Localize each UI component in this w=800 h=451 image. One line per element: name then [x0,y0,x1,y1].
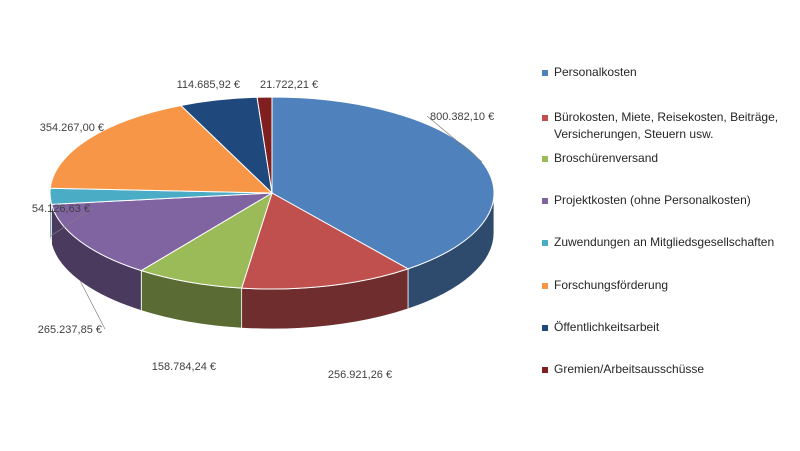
data-label: 114.685,92 € [177,79,240,91]
pie-side-walls [49,192,495,330]
data-label: 800.382,10 € [430,111,494,123]
legend-item-forschungsfoerderung: Forschungsförderung [538,277,800,294]
legend-swatch [542,367,548,373]
data-label: 265.237,85 € [38,324,102,336]
legend-swatch [542,325,548,331]
data-label: 354.267,00 € [40,122,104,134]
legend-item-buerokosten: Bürokosten, Miete, Reisekosten, Beiträge… [538,109,800,143]
pie-slice [256,96,273,194]
legend-label: Gremien/Arbeitsausschüsse [554,362,705,376]
legend-item-projektkosten: Projektkosten (ohne Personalkosten) [538,192,800,209]
data-label: 158.784,24 € [152,361,216,373]
legend-label: Forschungsförderung [554,278,669,292]
legend-swatch [542,240,548,246]
legend-item-oeffentlichkeitsarbeit: Öffentlichkeitsarbeit [538,319,800,336]
pie-slice [240,192,410,290]
legend-label: Zuwendungen an Mitgliedsgesellschaften [554,235,775,249]
legend-label: Broschürenversand [554,151,659,165]
legend-swatch [542,115,548,121]
data-label: 256.921,26 € [328,369,392,381]
pie-slice [49,104,274,194]
legend-swatch [542,70,548,76]
legend-swatch [542,198,548,204]
data-label: 21.722,21 € [260,79,318,91]
legend-item-personalkosten: Personalkosten [538,64,800,81]
leader-line [80,281,106,330]
pie-slice [140,191,273,289]
legend-item-gremien: Gremien/Arbeitsausschüsse [538,361,800,378]
pie-slices [49,96,495,290]
legend-swatch [542,283,548,289]
leader-line [426,115,483,163]
legend-label: Öffentlichkeitsarbeit [554,320,660,334]
leader-line [49,207,94,237]
legend-item-broschuerenversand: Broschürenversand [538,150,800,167]
pie-slice [50,192,273,272]
legend-label: Personalkosten [554,65,637,79]
legend-swatch [542,156,548,162]
legend-label: Projektkosten (ohne Personalkosten) [554,193,751,207]
data-labels: 800.382,10 € 256.921,26 € 158.784,24 € 265.… [32,79,494,381]
legend-item-zuwendungen: Zuwendungen an Mitgliedsgesellschaften [538,234,800,251]
pie-chart: 800.382,10 € 256.921,26 € 158.784,24 € 265.… [32,79,495,381]
legend-label: Bürokosten, Miete, Reisekosten, Beiträge… [554,110,779,141]
data-label: 54.126,63 € [32,203,90,215]
